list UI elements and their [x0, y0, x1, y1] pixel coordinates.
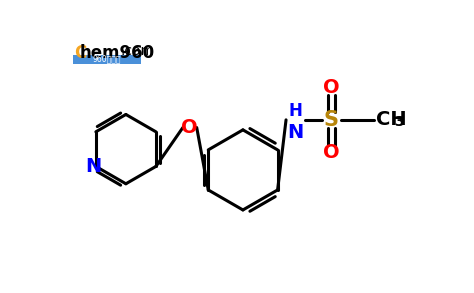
- Text: 3: 3: [395, 115, 404, 129]
- Text: hem960: hem960: [80, 45, 155, 62]
- Text: C: C: [74, 45, 87, 62]
- Text: N: N: [287, 123, 303, 142]
- FancyBboxPatch shape: [73, 55, 140, 64]
- Text: S: S: [324, 110, 339, 130]
- Text: .com: .com: [120, 45, 155, 58]
- Text: H: H: [288, 102, 302, 120]
- Text: O: O: [182, 118, 198, 137]
- Text: O: O: [323, 144, 340, 163]
- Text: N: N: [85, 157, 102, 176]
- Text: 960化工网: 960化工网: [92, 54, 121, 64]
- Text: O: O: [323, 78, 340, 97]
- Text: CH: CH: [376, 110, 407, 130]
